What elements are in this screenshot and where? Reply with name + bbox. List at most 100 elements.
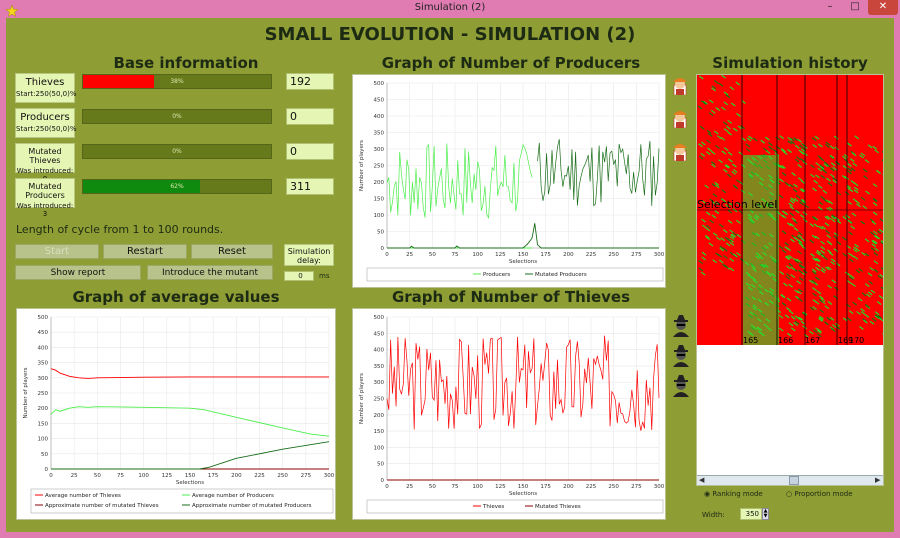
history-streak xyxy=(792,188,798,193)
start-button[interactable]: Start xyxy=(15,244,99,259)
minimize-button[interactable]: – xyxy=(827,1,833,12)
history-streak xyxy=(730,234,736,238)
legend-label: Approximate number of mutated Producers xyxy=(192,503,312,509)
history-streak xyxy=(700,141,706,146)
scroll-thumb[interactable] xyxy=(789,476,799,485)
history-streak xyxy=(818,143,823,148)
history-streak xyxy=(799,201,804,206)
history-streak xyxy=(830,258,836,263)
history-streak xyxy=(779,135,785,140)
legend-box xyxy=(366,499,664,514)
history-streak xyxy=(860,220,866,225)
history-streak xyxy=(831,214,837,219)
history-streak xyxy=(832,179,838,184)
show-report-button[interactable]: Show report xyxy=(15,265,141,280)
history-streak xyxy=(778,314,784,319)
history-streak xyxy=(859,326,864,330)
history-marker-label: 166 xyxy=(778,336,793,345)
history-streak xyxy=(784,242,790,247)
history-streak xyxy=(872,211,878,216)
history-streak xyxy=(765,150,771,155)
row-progress-bar: 0% xyxy=(82,109,272,124)
app-title: SMALL EVOLUTION - SIMULATION (2) xyxy=(264,24,636,45)
x-tick-label: 200 xyxy=(231,473,242,479)
ranking-mode-radio[interactable]: ◉ Ranking mode xyxy=(704,490,763,498)
history-streak xyxy=(788,283,793,288)
history-streak xyxy=(873,268,879,273)
history-green-block xyxy=(743,155,779,345)
history-streak xyxy=(872,230,878,235)
x-tick-label: 200 xyxy=(563,484,574,490)
history-streak xyxy=(815,162,820,167)
history-streak xyxy=(722,229,728,234)
history-streak xyxy=(815,266,820,271)
width-input[interactable]: 350 xyxy=(740,508,762,520)
history-streak xyxy=(781,164,786,169)
history-streak xyxy=(794,259,800,264)
history-streak xyxy=(811,234,817,239)
y-tick-label: 300 xyxy=(38,376,49,382)
history-streak xyxy=(878,317,884,322)
history-streak xyxy=(853,255,859,260)
delay-input[interactable]: 0 xyxy=(284,271,314,281)
y-tick-label: 50 xyxy=(41,452,48,458)
history-streak xyxy=(815,327,820,332)
history-streak xyxy=(811,268,817,273)
history-streak xyxy=(824,321,829,326)
history-streak xyxy=(815,257,821,262)
legend-label: Mutated Thieves xyxy=(535,504,581,510)
history-streak xyxy=(820,174,826,179)
history-marker-label: 169 xyxy=(838,336,853,345)
history-streak xyxy=(820,245,826,250)
history-streak xyxy=(871,220,877,225)
history-streak xyxy=(716,236,721,241)
history-streak xyxy=(704,184,710,189)
history-streak xyxy=(798,288,803,293)
x-tick-label: 50 xyxy=(94,473,101,479)
history-streak xyxy=(732,127,738,132)
scroll-left-icon[interactable]: ◀ xyxy=(699,476,705,484)
history-streak xyxy=(857,297,863,302)
row-value: 192 xyxy=(286,73,334,90)
y-tick-label: 0 xyxy=(381,478,385,484)
width-spinner[interactable]: ▲ ▼ xyxy=(762,508,769,520)
history-streak xyxy=(719,223,724,228)
history-streak xyxy=(785,307,791,312)
history-streak xyxy=(873,235,879,240)
x-tick-label: 100 xyxy=(472,252,483,258)
restart-button[interactable]: Restart xyxy=(103,244,187,259)
history-streak xyxy=(830,218,836,223)
reset-button[interactable]: Reset xyxy=(191,244,273,259)
x-tick-label: 100 xyxy=(472,484,483,490)
x-tick-label: 125 xyxy=(495,484,506,490)
history-streak xyxy=(847,280,852,285)
history-streak xyxy=(793,197,799,202)
history-streak xyxy=(818,295,824,300)
history-streak xyxy=(862,318,867,323)
series-line xyxy=(50,368,329,379)
scroll-right-icon[interactable]: ▶ xyxy=(875,476,881,484)
history-streak xyxy=(836,219,842,224)
history-streak xyxy=(847,167,853,172)
history-scrollbar[interactable]: ◀ ▶ xyxy=(697,475,883,485)
history-streak xyxy=(826,234,832,239)
history-streak xyxy=(723,168,728,173)
y-tick-label: 300 xyxy=(374,380,385,386)
history-streak xyxy=(798,269,803,274)
history-streak xyxy=(786,273,791,278)
history-streak xyxy=(856,203,861,208)
x-tick-label: 150 xyxy=(518,252,529,258)
close-button[interactable]: ✕ xyxy=(868,0,898,15)
proportion-mode-radio[interactable]: ○ Proportion mode xyxy=(786,490,853,498)
introduce-mutant-button[interactable]: Introduce the mutant xyxy=(147,265,273,280)
history-streak xyxy=(778,327,784,332)
history-streak xyxy=(722,247,728,252)
proportion-mode-label: Proportion mode xyxy=(794,490,853,498)
history-streak xyxy=(772,148,778,153)
history-streak xyxy=(745,148,751,153)
history-streak xyxy=(707,147,712,152)
history-streak xyxy=(798,242,804,247)
history-streak xyxy=(871,239,877,244)
history-streak xyxy=(830,261,836,266)
maximize-button[interactable]: □ xyxy=(850,1,860,12)
